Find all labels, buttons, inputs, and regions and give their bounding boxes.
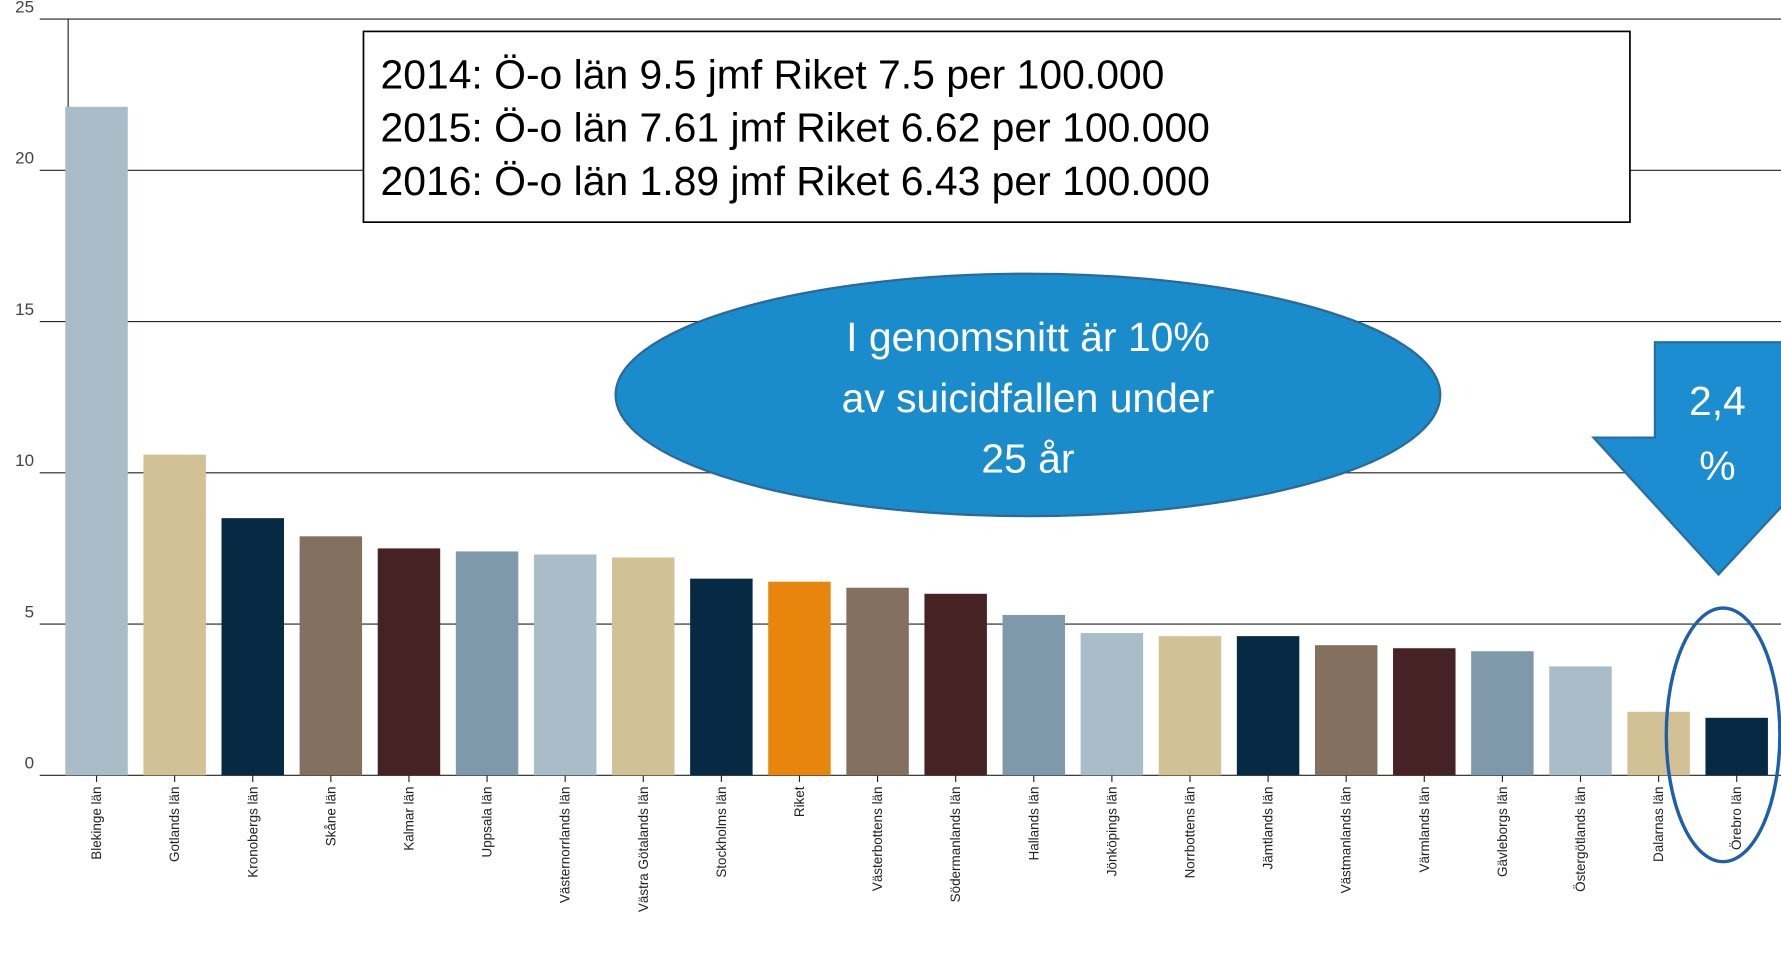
- bar: [65, 106, 128, 776]
- bar: [1080, 633, 1144, 776]
- x-tick-label: Kronobergs län: [245, 786, 260, 877]
- callout-line: I genomsnitt är 10%: [846, 314, 1210, 360]
- x-tick-label: Örebro län: [1729, 786, 1744, 850]
- bar: [1158, 636, 1222, 776]
- bar: [143, 454, 206, 776]
- arrow-line: 2,4: [1689, 378, 1746, 424]
- x-tick-label: Södermanlands län: [948, 786, 963, 902]
- bar: [1236, 636, 1300, 776]
- note-line: 2016: Ö-o län 1.89 jmf Riket 6.43 per 10…: [381, 158, 1210, 204]
- x-tick-label: Gotlands län: [167, 786, 182, 862]
- bar: [768, 581, 831, 776]
- note-box: [362, 30, 1631, 223]
- bar: [924, 593, 987, 776]
- x-tick-label: Gävleborgs län: [1495, 786, 1510, 876]
- y-tick-label: 20: [15, 149, 34, 168]
- x-tick-label: Skåne län: [323, 786, 338, 846]
- x-tick-label: Blekinge län: [89, 786, 104, 859]
- x-tick-label: Stockholms län: [714, 786, 729, 877]
- note-line: 2014: Ö-o län 9.5 jmf Riket 7.5 per 100.…: [381, 52, 1165, 98]
- bar: [612, 557, 675, 776]
- x-tick-label: Östergötlands län: [1573, 786, 1588, 891]
- down-arrow: [1591, 341, 1781, 577]
- bar: [299, 536, 363, 776]
- callout-ellipse: [614, 272, 1442, 518]
- x-tick-label: Västerbottens län: [870, 786, 885, 891]
- bar: [1002, 614, 1066, 776]
- bar: [1705, 717, 1768, 776]
- x-tick-label: Västmanlands län: [1339, 786, 1354, 893]
- bar: [1549, 666, 1612, 776]
- x-tick-label: Jönköpings län: [1104, 786, 1119, 876]
- y-tick-label: 25: [15, 0, 34, 16]
- x-tick-label: Västernorrlands län: [558, 786, 573, 903]
- bar: [533, 554, 597, 776]
- bar: [1393, 648, 1456, 776]
- x-tick-label: Västra Götalands län: [636, 786, 651, 912]
- x-tick-label: Kalmar län: [401, 786, 416, 850]
- bar: [377, 548, 441, 776]
- highlight-ring: [1664, 606, 1781, 864]
- bar: [1627, 711, 1690, 776]
- callout-line: av suicidfallen under: [842, 375, 1215, 421]
- annotations: 2014: Ö-o län 9.5 jmf Riket 7.5 per 100.…: [362, 30, 1781, 864]
- y-tick-label: 0: [25, 754, 34, 773]
- bar: [1314, 645, 1378, 776]
- x-tick-label: Dalarnas län: [1651, 786, 1666, 861]
- plot-area: 0 5 10 15 20 25 Blekinge län Gotlands län Kronob…: [15, 0, 1781, 912]
- bar: [846, 587, 909, 776]
- x-tick-label: Jämtlands län: [1261, 786, 1276, 869]
- y-tick-label: 10: [15, 451, 34, 470]
- arrow-line: %: [1699, 443, 1735, 489]
- x-tick-label: Hallands län: [1026, 786, 1041, 860]
- x-tick-label: Riket: [792, 786, 807, 817]
- x-tick-label: Norrbottens län: [1182, 786, 1197, 878]
- y-tick-label: 5: [25, 602, 34, 621]
- bar: [690, 578, 753, 776]
- y-tick-label: 15: [15, 300, 34, 319]
- note-line: 2015: Ö-o län 7.61 jmf Riket 6.62 per 10…: [381, 105, 1210, 151]
- bar: [221, 518, 284, 776]
- callout-line: 25 år: [981, 436, 1074, 482]
- x-tick-label: Värmlands län: [1417, 786, 1432, 872]
- bar: [455, 551, 519, 776]
- x-tick-label: Uppsala län: [480, 786, 495, 857]
- bar: [1471, 651, 1534, 776]
